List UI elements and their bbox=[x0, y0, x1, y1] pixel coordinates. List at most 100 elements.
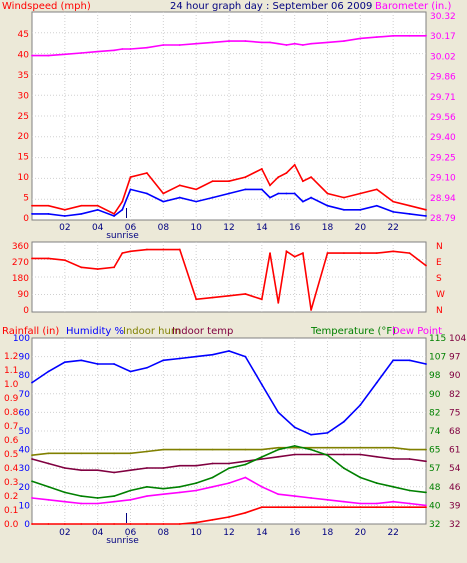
dew-point-line-point bbox=[277, 493, 280, 496]
wind-direction-line-point bbox=[260, 298, 263, 301]
dew-point-line-point bbox=[392, 500, 395, 503]
x-tick: 04 bbox=[92, 528, 104, 538]
dew-point-tick: 90 bbox=[449, 371, 461, 381]
temperature-line-point bbox=[260, 456, 263, 458]
barometer-line-point bbox=[260, 41, 263, 44]
indoor-temp-line-point bbox=[408, 458, 411, 460]
indoor-hum-label: Indoor hum bbox=[123, 326, 181, 337]
rainfall-tick: 1.1 bbox=[4, 366, 18, 376]
barometer-line-point bbox=[195, 42, 198, 45]
wind-direction-line-point bbox=[80, 266, 83, 269]
compass-tick: N bbox=[436, 242, 443, 252]
temperature-tick: 57 bbox=[429, 464, 440, 474]
barometer-tick: 29.71 bbox=[430, 93, 456, 103]
windspeed-avg-line-point bbox=[195, 200, 198, 203]
windspeed-avg-line-point bbox=[129, 188, 132, 191]
barometer-line-point bbox=[310, 42, 312, 45]
windspeed-avg-line-point bbox=[285, 192, 288, 195]
panel-wind-baro-frame bbox=[31, 11, 427, 221]
rainfall-tick: 0.4 bbox=[4, 464, 19, 474]
windspeed-tick: 45 bbox=[18, 30, 29, 40]
indoor-temp-label: Indoor temp bbox=[172, 326, 233, 337]
rainfall-tick: 0.6 bbox=[4, 436, 19, 446]
windspeed-avg-line-point bbox=[277, 192, 280, 195]
indoor-hum-line-point bbox=[310, 446, 312, 449]
dew-point-tick: 82 bbox=[449, 390, 460, 400]
rainfall-line-point bbox=[228, 516, 230, 518]
barometer-line-point bbox=[121, 48, 124, 50]
temperature-line-point bbox=[63, 491, 66, 494]
rainfall-axis-label: Rainfall (in) bbox=[2, 326, 59, 337]
dew-point-line-point bbox=[195, 489, 198, 492]
indoor-temp-line-point bbox=[113, 471, 115, 474]
indoor-temp-line-point bbox=[211, 462, 214, 465]
windspeed-avg-line-point bbox=[63, 215, 66, 217]
temperature-line-point bbox=[96, 497, 99, 499]
humidity-line-point bbox=[96, 363, 99, 365]
indoor-hum-line-point bbox=[96, 452, 99, 455]
barometer-line-point bbox=[359, 37, 362, 40]
temperature-line-point bbox=[244, 463, 247, 466]
indoor-hum-line-point bbox=[63, 452, 66, 455]
windspeed-avg-line-point bbox=[293, 192, 296, 195]
indoor-temp-line-point bbox=[392, 458, 395, 460]
tick-labels: 0 5 10 15 20 25 30 35 40 45 28.79 28.94 29.10 29.25 29… bbox=[4, 12, 466, 530]
barometer-line-point bbox=[211, 41, 214, 44]
temperature-tick: 40 bbox=[429, 501, 441, 511]
wind-direction-line-point bbox=[277, 301, 280, 304]
sunrise-label: sunrise bbox=[106, 536, 139, 546]
indoor-hum-line-point bbox=[129, 452, 132, 455]
windspeed-tick: 15 bbox=[18, 153, 29, 163]
rainfall-line-point bbox=[63, 523, 66, 525]
windspeed-gust-line-point bbox=[260, 168, 263, 170]
rainfall-line-point bbox=[129, 523, 132, 525]
humidity-line-point bbox=[408, 359, 411, 362]
rainfall-line-point bbox=[326, 506, 329, 509]
barometer-line-point bbox=[293, 42, 296, 45]
rainfall-line-point bbox=[195, 521, 198, 524]
humidity-line-point bbox=[310, 433, 312, 436]
rainfall-line-point bbox=[162, 523, 165, 525]
temperature-line-point bbox=[129, 489, 132, 492]
humidity-line-point bbox=[31, 381, 33, 384]
windspeed-avg-line-point bbox=[121, 208, 124, 211]
windspeed-gust-line-point bbox=[228, 180, 230, 183]
indoor-hum-line-point bbox=[195, 448, 198, 451]
x-tick: 02 bbox=[59, 223, 70, 233]
windspeed-gust-line-point bbox=[96, 204, 99, 207]
humidity-line-point bbox=[343, 420, 345, 423]
humidity-line-point bbox=[293, 426, 296, 429]
windspeed-tick: 20 bbox=[18, 132, 30, 142]
barometer-line-point bbox=[425, 34, 427, 37]
rainfall-line-point bbox=[375, 506, 378, 509]
rainfall-line-point bbox=[96, 523, 99, 525]
series-lines bbox=[31, 34, 427, 525]
rainfall-line-point bbox=[244, 511, 247, 514]
x-tick: 04 bbox=[92, 223, 104, 233]
temperature-line-point bbox=[392, 485, 395, 488]
windspeed-gust-line-point bbox=[211, 180, 214, 183]
dew-point-line-point bbox=[425, 504, 427, 507]
dew-point-line-point bbox=[47, 498, 50, 501]
gridlines bbox=[32, 12, 426, 524]
wind-direction-line-point bbox=[425, 264, 427, 267]
windspeed-avg-line-point bbox=[80, 213, 83, 215]
temperature-line-point bbox=[146, 485, 148, 488]
direction-tick: 180 bbox=[12, 274, 29, 284]
wind-direction-line-point bbox=[47, 257, 50, 260]
barometer-tick: 30.32 bbox=[430, 12, 456, 22]
wind-direction-line-point bbox=[211, 296, 214, 299]
x-tick: 06 bbox=[125, 223, 137, 233]
wind-direction-line-point bbox=[269, 252, 271, 255]
humidity-line-point bbox=[425, 363, 427, 365]
barometer-line-point bbox=[343, 40, 345, 42]
x-tick-labels: 02 04 06 08 10 12 14 16 18 20 22 sunrise 02 04 06 08 10 1… bbox=[59, 208, 399, 546]
temperature-line-point bbox=[47, 485, 50, 488]
barometer-tick: 29.56 bbox=[430, 113, 456, 123]
windspeed-avg-line-point bbox=[343, 208, 345, 211]
windspeed-avg-line-point bbox=[211, 196, 214, 199]
barometer-line-point bbox=[408, 34, 411, 37]
humidity-tick: 20 bbox=[19, 483, 31, 493]
humidity-line-point bbox=[228, 350, 230, 352]
